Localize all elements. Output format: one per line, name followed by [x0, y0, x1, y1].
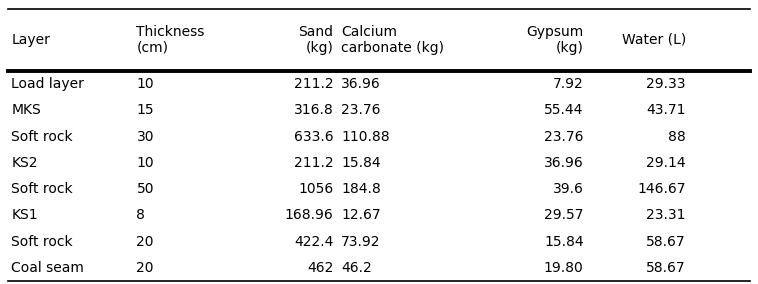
Text: Layer: Layer — [11, 33, 50, 47]
Text: Sand
(kg): Sand (kg) — [299, 25, 334, 55]
Text: Soft rock: Soft rock — [11, 182, 73, 196]
Text: 110.88: 110.88 — [341, 130, 390, 144]
Text: 12.67: 12.67 — [341, 208, 381, 222]
Text: 50: 50 — [136, 182, 154, 196]
Text: MKS: MKS — [11, 103, 41, 117]
Text: 633.6: 633.6 — [294, 130, 334, 144]
Text: 58.67: 58.67 — [647, 261, 686, 275]
Text: Calcium
carbonate (kg): Calcium carbonate (kg) — [341, 25, 444, 55]
Text: 8: 8 — [136, 208, 146, 222]
Text: Gypsum
(kg): Gypsum (kg) — [526, 25, 584, 55]
Text: 211.2: 211.2 — [294, 156, 334, 170]
Text: 39.6: 39.6 — [553, 182, 584, 196]
Text: Soft rock: Soft rock — [11, 235, 73, 249]
Text: 10: 10 — [136, 156, 154, 170]
Text: 23.76: 23.76 — [341, 103, 381, 117]
Text: Water (L): Water (L) — [622, 33, 686, 47]
Text: 422.4: 422.4 — [294, 235, 334, 249]
Text: KS2: KS2 — [11, 156, 38, 170]
Text: 36.96: 36.96 — [341, 77, 381, 91]
Text: 146.67: 146.67 — [637, 182, 686, 196]
Text: Soft rock: Soft rock — [11, 130, 73, 144]
Text: 15: 15 — [136, 103, 154, 117]
Text: 15.84: 15.84 — [544, 235, 584, 249]
Text: 19.80: 19.80 — [544, 261, 584, 275]
Text: 20: 20 — [136, 235, 154, 249]
Text: Load layer: Load layer — [11, 77, 84, 91]
Text: Thickness
(cm): Thickness (cm) — [136, 25, 205, 55]
Text: 88: 88 — [669, 130, 686, 144]
Text: Coal seam: Coal seam — [11, 261, 84, 275]
Text: 462: 462 — [307, 261, 334, 275]
Text: 36.96: 36.96 — [544, 156, 584, 170]
Text: 211.2: 211.2 — [294, 77, 334, 91]
Text: 20: 20 — [136, 261, 154, 275]
Text: 1056: 1056 — [298, 182, 334, 196]
Text: 73.92: 73.92 — [341, 235, 381, 249]
Text: 29.33: 29.33 — [647, 77, 686, 91]
Text: 10: 10 — [136, 77, 154, 91]
Text: 316.8: 316.8 — [294, 103, 334, 117]
Text: 46.2: 46.2 — [341, 261, 372, 275]
Text: 55.44: 55.44 — [544, 103, 584, 117]
Text: 168.96: 168.96 — [285, 208, 334, 222]
Text: 29.57: 29.57 — [544, 208, 584, 222]
Text: 23.31: 23.31 — [647, 208, 686, 222]
Text: 7.92: 7.92 — [553, 77, 584, 91]
Text: KS1: KS1 — [11, 208, 38, 222]
Text: 23.76: 23.76 — [544, 130, 584, 144]
Text: 30: 30 — [136, 130, 154, 144]
Text: 43.71: 43.71 — [647, 103, 686, 117]
Text: 15.84: 15.84 — [341, 156, 381, 170]
Text: 29.14: 29.14 — [647, 156, 686, 170]
Text: 184.8: 184.8 — [341, 182, 381, 196]
Text: 58.67: 58.67 — [647, 235, 686, 249]
